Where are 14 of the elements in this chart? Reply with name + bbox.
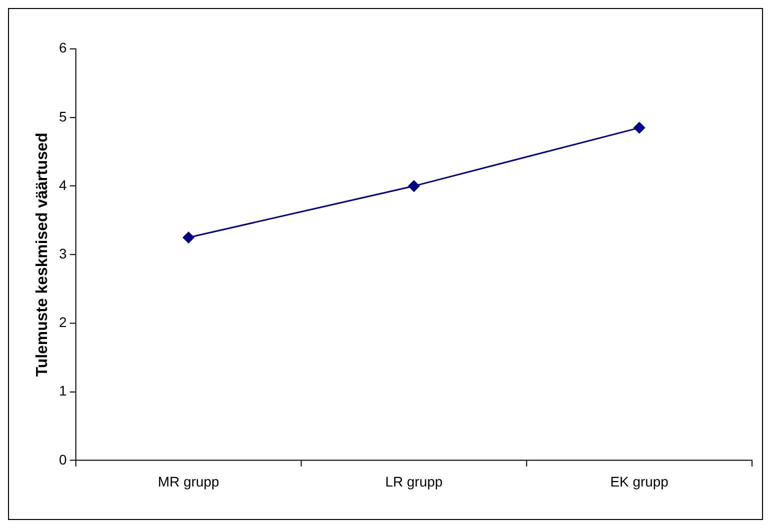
y-tick-label: 5 (59, 108, 68, 124)
point (182, 232, 194, 244)
y-axis-title: Tulemuste keskmised väärtused (34, 132, 51, 377)
y-tick-label: 1 (59, 382, 68, 399)
y-tick-label: 4 (59, 176, 68, 193)
point (634, 122, 646, 134)
point (408, 180, 420, 192)
x-tick-label: MR grupp (158, 474, 220, 490)
x-tick-label: EK grupp (610, 474, 669, 490)
y-tick-label: 6 (59, 40, 68, 56)
y-tick-label: 2 (59, 314, 68, 330)
x-tick-label: LR grupp (385, 474, 443, 490)
y-tick-label: 3 (59, 245, 68, 262)
y-tick-label: 0 (59, 451, 68, 468)
